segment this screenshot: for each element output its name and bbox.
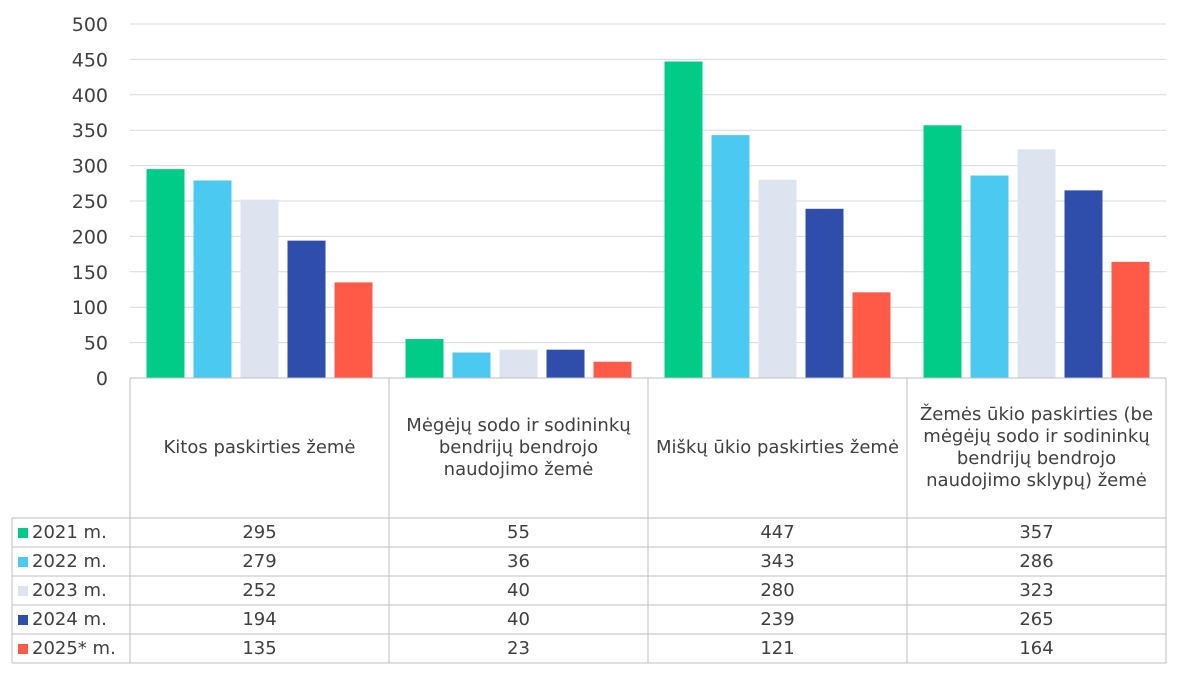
legend-label: 2023 m. <box>32 580 107 601</box>
table-cell: 55 <box>507 522 530 543</box>
table-cell: 447 <box>760 522 795 543</box>
bar <box>1017 149 1056 378</box>
table-cell: 265 <box>1019 609 1054 630</box>
table-cell: 343 <box>760 551 795 572</box>
table-cell: 295 <box>242 522 277 543</box>
category-label: Kitos paskirties žemė <box>163 437 356 458</box>
bar <box>1064 190 1103 378</box>
bar <box>499 349 538 378</box>
y-tick-label: 500 <box>72 14 108 36</box>
table-cell: 40 <box>507 580 530 601</box>
legend-swatch <box>18 556 28 567</box>
legend-label: 2025* m. <box>32 638 116 659</box>
legend-entry: 2023 m. <box>12 576 130 605</box>
bar <box>146 169 185 378</box>
legend-entry: 2024 m. <box>12 605 130 634</box>
table-cell: 194 <box>242 609 277 630</box>
y-tick-label: 0 <box>96 368 108 390</box>
bar <box>287 240 326 378</box>
bar <box>593 361 632 378</box>
table-cell: 23 <box>507 638 530 659</box>
bar <box>970 175 1009 378</box>
legend-swatch <box>18 614 28 625</box>
bar <box>923 125 962 378</box>
category-label: Miškų ūkio paskirties žemė <box>655 437 900 458</box>
legend-label: 2024 m. <box>32 609 107 630</box>
table-cell: 280 <box>760 580 795 601</box>
table-cell: 40 <box>507 609 530 630</box>
table-cell: 279 <box>242 551 277 572</box>
legend-entry: 2022 m. <box>12 547 130 576</box>
table-cell: 286 <box>1019 551 1054 572</box>
table-cell: 239 <box>760 609 795 630</box>
legend-swatch <box>18 527 28 538</box>
legend-swatch <box>18 585 28 596</box>
bar <box>334 282 373 378</box>
bar <box>193 180 232 378</box>
bar <box>546 349 585 378</box>
table-cell: 135 <box>242 638 277 659</box>
bar <box>664 61 703 379</box>
table-cell: 164 <box>1019 638 1054 659</box>
y-tick-label: 50 <box>84 333 108 355</box>
bar <box>405 339 444 378</box>
category-label: Mėgėjų sodo ir sodininkų bendrijų bendro… <box>406 415 631 480</box>
legend-entry: 2025* m. <box>12 634 130 663</box>
y-tick-label: 150 <box>72 262 108 284</box>
y-tick-label: 300 <box>72 156 108 178</box>
legend-label: 2021 m. <box>32 522 107 543</box>
bar <box>711 135 750 378</box>
bar <box>805 208 844 378</box>
bar <box>240 199 279 378</box>
legend-swatch <box>18 643 28 654</box>
y-tick-label: 350 <box>72 120 108 142</box>
table-cell: 323 <box>1019 580 1054 601</box>
bar <box>452 352 491 378</box>
bar <box>1111 261 1150 378</box>
y-tick-label: 100 <box>72 297 108 319</box>
table-cell: 36 <box>507 551 530 572</box>
table-cell: 121 <box>760 638 795 659</box>
y-tick-label: 450 <box>72 49 108 71</box>
y-tick-label: 400 <box>72 85 108 107</box>
category-label: Žemės ūkio paskirties (be mėgėjų sodo ir… <box>919 404 1154 491</box>
bar <box>852 292 891 378</box>
table-cell: 357 <box>1019 522 1054 543</box>
legend-label: 2022 m. <box>32 551 107 572</box>
bar <box>758 179 797 378</box>
legend-entry: 2021 m. <box>12 518 130 547</box>
y-tick-label: 200 <box>72 226 108 248</box>
y-tick-label: 250 <box>72 191 108 213</box>
table-cell: 252 <box>242 580 277 601</box>
